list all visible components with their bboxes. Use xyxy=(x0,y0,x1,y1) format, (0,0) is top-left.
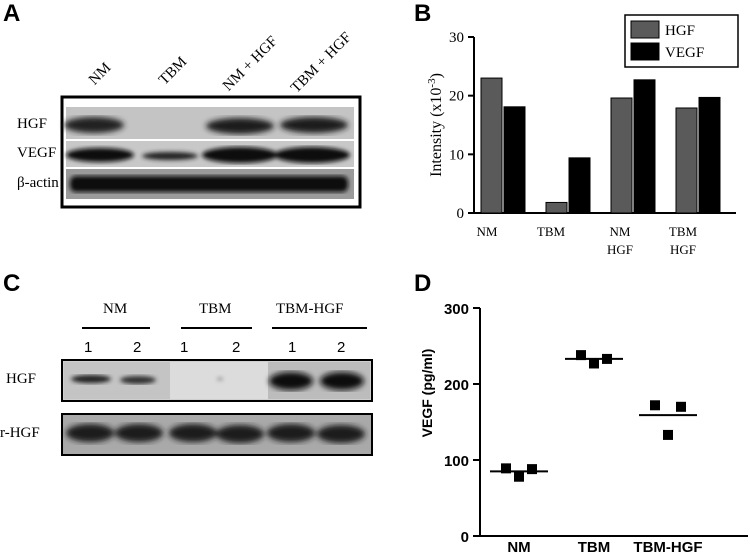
d-y-tick-label: 300 xyxy=(444,301,469,318)
panel-d-letter: D xyxy=(414,270,432,297)
b-y-tick-label: 0 xyxy=(457,206,465,222)
panel-c-row-rhgf: r-HGF xyxy=(0,425,40,441)
b-bar-vegf-1 xyxy=(568,157,591,214)
panel-a-row-actin: β-actin xyxy=(17,175,59,191)
d-x-tick-label: TBM xyxy=(578,539,611,556)
d-point xyxy=(576,350,586,361)
b-legend-swatch xyxy=(630,20,660,39)
b-bar-hgf-1 xyxy=(545,201,568,214)
b-x-tick-label: NM xyxy=(477,224,498,239)
b-y-axis-label: Intensity (x10-3) xyxy=(426,73,445,177)
b-bar-vegf-3 xyxy=(698,96,721,214)
panel-a-letter: A xyxy=(3,0,21,27)
b-y-tick-label: 30 xyxy=(449,30,464,46)
panel-c-lane-2c: 2 xyxy=(337,339,346,356)
b-x-tick-label-2: HGF xyxy=(607,242,633,257)
panel-c-lane-1b: 1 xyxy=(180,339,189,356)
d-point xyxy=(663,429,673,440)
d-point xyxy=(676,401,686,412)
panel-c-lane-1a: 1 xyxy=(84,339,93,356)
panel-c-group-tbm: TBM xyxy=(199,301,232,317)
b-legend-label: VEGF xyxy=(665,45,704,61)
b-x-tick-label: TBM xyxy=(669,224,698,239)
panel-b-letter: B xyxy=(414,0,432,27)
b-bar-vegf-2 xyxy=(633,79,656,214)
b-legend-swatch xyxy=(630,42,660,61)
d-y-tick-label: 0 xyxy=(461,529,469,546)
b-bar-hgf-0 xyxy=(480,77,503,214)
panel-c-row-hgf: HGF xyxy=(6,371,37,387)
b-x-tick-label: NM xyxy=(610,224,631,239)
b-bar-vegf-0 xyxy=(503,106,526,214)
d-y-tick-label: 100 xyxy=(444,453,469,470)
d-point xyxy=(650,400,660,411)
b-bar-hgf-3 xyxy=(675,107,698,214)
d-y-tick-label: 200 xyxy=(444,377,469,394)
d-point xyxy=(501,463,511,474)
b-y-tick-label: 10 xyxy=(449,147,464,163)
d-point xyxy=(602,353,612,364)
d-y-axis-label: VEGF (pg/ml) xyxy=(419,349,435,438)
panel-c-lane-2b: 2 xyxy=(232,339,241,356)
d-point xyxy=(589,358,599,369)
panel-a-row-vegf: VEGF xyxy=(17,145,57,161)
panel-a-row-hgf: HGF xyxy=(17,116,48,132)
b-bar-hgf-2 xyxy=(610,97,633,214)
b-x-tick-label-2: HGF xyxy=(670,242,696,257)
b-legend-label: HGF xyxy=(665,23,695,39)
panel-c-letter: C xyxy=(3,270,21,297)
panel-c-group-tbm-hgf: TBM-HGF xyxy=(276,301,344,317)
d-x-tick-label: NM xyxy=(507,539,530,556)
panel-c-lane-2a: 2 xyxy=(133,339,142,356)
b-x-tick-label: TBM xyxy=(537,224,566,239)
panel-c-group-nm: NM xyxy=(103,301,128,317)
panel-c-lane-1c: 1 xyxy=(288,339,297,356)
d-point xyxy=(514,471,524,482)
d-point xyxy=(527,464,537,475)
d-x-tick-label: TBM-HGF xyxy=(633,539,702,556)
b-y-tick-label: 20 xyxy=(449,89,464,105)
